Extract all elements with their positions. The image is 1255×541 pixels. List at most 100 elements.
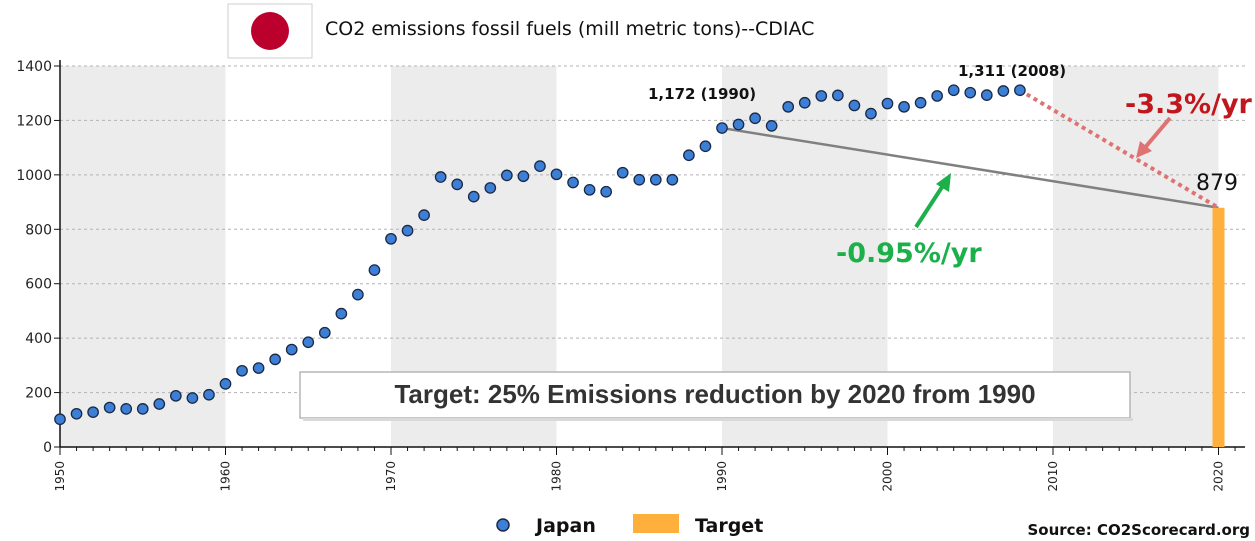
target-bars (1212, 207, 1225, 447)
point-1995 (798, 96, 811, 109)
y-tick-label-0: 0 (43, 440, 52, 456)
point-1985 (633, 173, 646, 186)
point-1959 (203, 388, 215, 401)
point-2008 (1014, 84, 1026, 97)
y-tick-label-1000: 1000 (16, 168, 52, 184)
x-tick-label-1970: 1970 (384, 461, 398, 492)
point-2006 (980, 89, 993, 101)
point-1971 (401, 224, 414, 237)
point-1975 (467, 190, 480, 203)
legend: Japan Target (496, 514, 763, 537)
point-1955 (136, 403, 149, 415)
trend-lines (721, 88, 1220, 210)
x-tick-label-1960: 1960 (219, 461, 233, 492)
x-tick-label-2000: 2000 (881, 461, 895, 492)
target-box-text: Target: 25% Emissions reduction by 2020 … (394, 379, 1035, 409)
point-1950 (54, 413, 66, 426)
point-1991 (732, 118, 745, 131)
point-1968 (352, 288, 364, 301)
point-1990 (716, 122, 728, 134)
point-1984 (616, 166, 629, 179)
point-1972 (418, 209, 430, 221)
point-1970 (385, 232, 397, 245)
annotation-1990: 1,172 (1990) (648, 85, 756, 103)
point-2005 (964, 86, 977, 99)
point-1998 (848, 99, 861, 112)
point-1982 (583, 183, 596, 196)
point-1987 (666, 173, 679, 186)
band-0 (60, 66, 226, 447)
japan-points (54, 84, 1026, 426)
legend-target-marker (633, 514, 679, 533)
annotation-2008: 1,311 (2008) (958, 62, 1066, 80)
annotation-green-rate: -0.95%/yr (836, 238, 982, 269)
point-1957 (170, 389, 182, 402)
point-1958 (186, 392, 199, 404)
point-1977 (500, 169, 513, 182)
point-2001 (898, 100, 910, 113)
point-1964 (285, 343, 298, 356)
point-1978 (517, 170, 530, 183)
point-1983 (600, 185, 613, 198)
x-tick-label-1950: 1950 (53, 461, 67, 492)
point-2000 (881, 97, 894, 110)
legend-japan-marker (496, 518, 510, 532)
x-tick-label-1990: 1990 (715, 461, 729, 492)
point-1954 (120, 403, 133, 415)
point-1993 (765, 120, 778, 132)
point-1997 (831, 89, 844, 102)
point-1969 (368, 264, 381, 276)
point-1956 (153, 398, 166, 410)
point-1973 (434, 171, 447, 183)
point-1967 (335, 307, 348, 320)
green-arrow-icon (914, 173, 951, 229)
annotation-target-value: 879 (1196, 171, 1238, 196)
point-1974 (451, 178, 464, 191)
annotation-red-rate: -3.3%/yr (1125, 89, 1253, 120)
point-1996 (815, 90, 828, 102)
target-box: Target: 25% Emissions reduction by 2020 … (299, 371, 1133, 421)
y-tick-label-600: 600 (25, 277, 52, 293)
x-tick-label-2010: 2010 (1046, 461, 1060, 492)
point-1986 (649, 173, 662, 186)
axes (59, 60, 1245, 448)
point-1994 (782, 100, 795, 113)
chart-title: CO2 emissions fossil fuels (mill metric … (325, 18, 814, 40)
y-tick-label-400: 400 (25, 331, 52, 347)
legend-japan-label: Japan (534, 515, 596, 537)
point-1980 (550, 168, 563, 181)
y-axis-ticks: 0 200 400 600 800 1000 1200 1400 (16, 59, 60, 456)
y-tick-label-1400: 1400 (16, 59, 52, 75)
x-axis-ticks: 1950 1960 1970 1980 1990 2000 2010 2020 (53, 447, 1236, 492)
source-label: Source: CO2Scorecard.org (1027, 521, 1250, 539)
x-tick-label-1980: 1980 (550, 461, 564, 492)
trend-line-2008-2020 (1018, 88, 1220, 210)
point-1960 (219, 378, 232, 390)
point-1981 (567, 176, 579, 189)
red-arrow-icon (1136, 116, 1172, 158)
target-bar-2020 (1212, 207, 1225, 447)
point-1976 (484, 182, 497, 194)
point-1966 (318, 326, 331, 339)
legend-target-label: Target (695, 515, 763, 537)
flag-sun-icon (251, 12, 289, 50)
point-1965 (302, 336, 315, 349)
point-1989 (699, 140, 712, 153)
title-block: CO2 emissions fossil fuels (mill metric … (227, 3, 814, 59)
point-2004 (947, 84, 960, 97)
point-1992 (749, 112, 761, 125)
point-1961 (236, 364, 248, 377)
point-1999 (865, 107, 877, 120)
y-tick-label-200: 200 (25, 386, 52, 402)
point-1951 (70, 407, 83, 420)
point-1963 (269, 353, 281, 366)
trend-line-1990-2020 (721, 126, 1219, 210)
point-1979 (534, 160, 546, 172)
point-2002 (914, 96, 927, 109)
x-tick-label-2020: 2020 (1212, 461, 1226, 492)
point-2003 (931, 90, 944, 102)
point-1952 (87, 406, 99, 419)
y-tick-label-1200: 1200 (16, 113, 52, 129)
point-1953 (103, 401, 116, 414)
